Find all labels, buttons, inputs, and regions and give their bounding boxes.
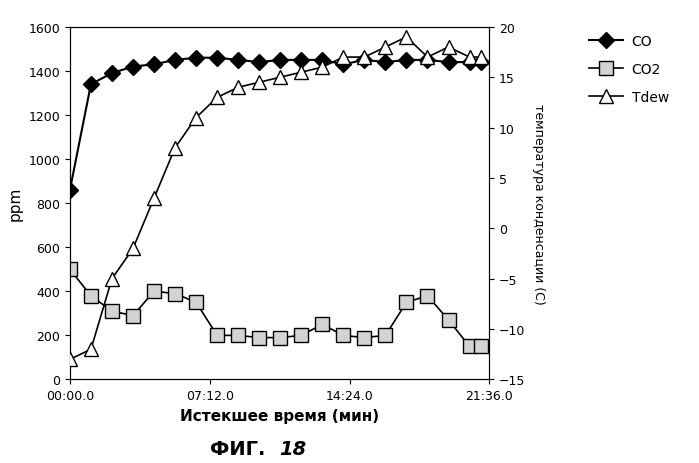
CO2 [66, 267, 74, 272]
CO [402, 58, 410, 63]
CO [297, 58, 305, 63]
Tdew [339, 55, 347, 61]
CO2 [87, 294, 95, 299]
CO2 [477, 344, 485, 350]
CO2 [192, 300, 201, 306]
X-axis label: Истекшее время (мин): Истекшее время (мин) [180, 408, 379, 423]
CO [234, 58, 243, 63]
Tdew [466, 55, 474, 61]
CO2 [276, 335, 284, 341]
CO2 [255, 335, 264, 341]
CO [318, 58, 326, 63]
CO [276, 58, 284, 63]
CO [192, 56, 201, 62]
CO [255, 60, 264, 66]
Tdew [66, 357, 74, 363]
CO [171, 58, 179, 63]
CO2 [108, 309, 116, 314]
Y-axis label: температура конденсации (С): температура конденсации (С) [532, 104, 545, 304]
CO2 [234, 333, 243, 338]
Text: ФИГ.: ФИГ. [210, 439, 266, 458]
Y-axis label: ppm: ppm [8, 187, 23, 221]
Tdew [297, 70, 305, 76]
CO2 [402, 300, 410, 306]
Tdew [213, 95, 222, 101]
CO2 [445, 318, 453, 323]
CO2 [424, 294, 432, 299]
CO [150, 63, 158, 68]
CO [339, 63, 347, 68]
Tdew [402, 35, 410, 41]
CO [477, 60, 485, 66]
Tdew [234, 85, 243, 91]
Tdew [477, 55, 485, 61]
Legend: CO, CO2, Tdew: CO, CO2, Tdew [589, 35, 669, 104]
CO [66, 188, 74, 194]
Tdew [381, 45, 389, 50]
CO2 [297, 333, 305, 338]
Line: Tdew: Tdew [63, 31, 488, 367]
Line: CO: CO [64, 53, 487, 196]
Line: CO2: CO2 [63, 263, 488, 354]
CO [424, 58, 432, 63]
CO2 [150, 289, 158, 294]
CO [360, 58, 368, 63]
CO2 [466, 344, 474, 350]
Tdew [192, 115, 201, 121]
CO2 [381, 333, 389, 338]
Tdew [318, 65, 326, 71]
Tdew [171, 146, 179, 151]
CO [466, 60, 474, 66]
CO [108, 71, 116, 77]
CO2 [213, 333, 222, 338]
CO2 [171, 291, 179, 297]
Tdew [360, 55, 368, 61]
CO [381, 60, 389, 66]
Tdew [276, 75, 284, 81]
CO [129, 64, 137, 70]
Tdew [87, 347, 95, 352]
CO2 [339, 333, 347, 338]
Text: 18: 18 [280, 439, 307, 458]
CO [87, 82, 95, 88]
Tdew [108, 276, 116, 282]
Tdew [150, 196, 158, 201]
CO2 [129, 313, 137, 319]
Tdew [424, 55, 432, 61]
Tdew [445, 45, 453, 50]
Tdew [129, 246, 137, 252]
Tdew [255, 80, 264, 86]
CO2 [318, 322, 326, 327]
CO2 [360, 335, 368, 341]
CO [445, 60, 453, 66]
CO [213, 56, 222, 62]
